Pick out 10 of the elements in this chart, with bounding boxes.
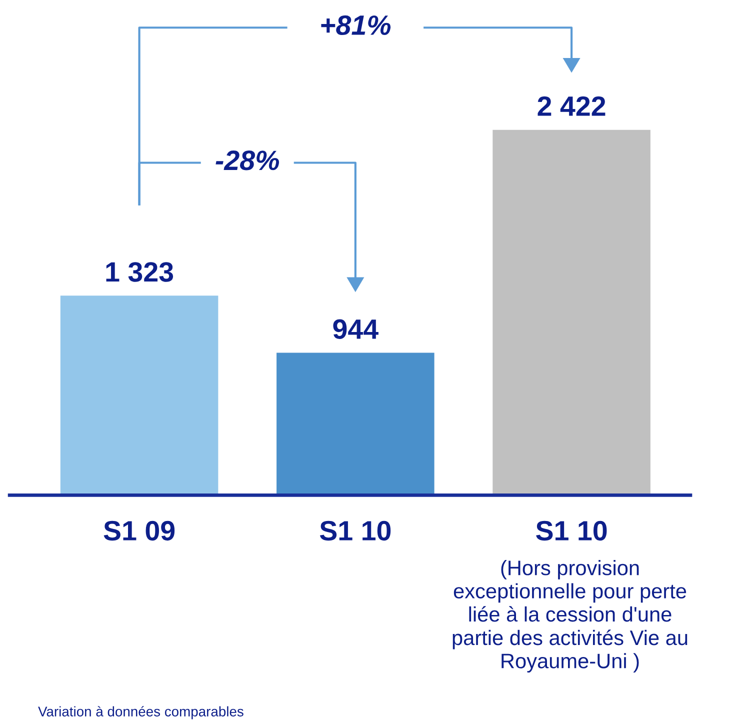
annotation: -28% — [216, 150, 280, 170]
text: Variation à données comparables — [38, 706, 244, 720]
data-label: 2 422 — [538, 96, 606, 116]
data-label: 944 — [333, 319, 378, 339]
x-tick-label: S1 09 — [104, 520, 175, 541]
text: (Hors provision exceptionnelle pour perte liée à la cession d'une partie des activités Vie au Royaume-Uni ) — [452, 560, 688, 673]
text: +81% — [321, 15, 391, 36]
x-tick-label: S1 10 — [320, 520, 391, 541]
x-tick-label: S1 10 — [536, 520, 607, 541]
data-label: 1 323 — [106, 262, 174, 282]
